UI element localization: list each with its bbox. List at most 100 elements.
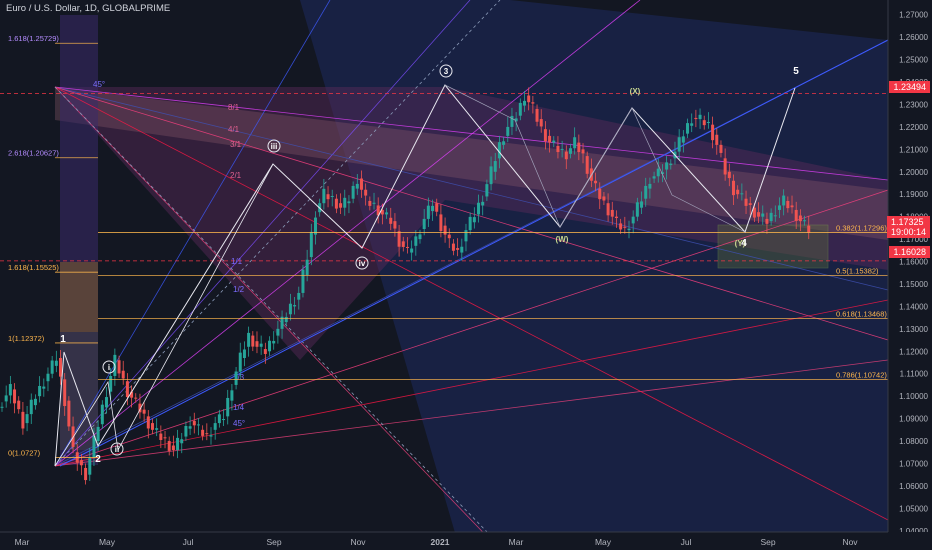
y-tick-label: 1.22000 xyxy=(899,123,928,132)
candle xyxy=(556,145,560,153)
gann-fan-line-down xyxy=(54,86,889,341)
candle xyxy=(757,212,761,217)
candle xyxy=(138,403,142,413)
candle xyxy=(272,340,276,344)
candle xyxy=(117,360,121,374)
candle xyxy=(585,156,589,174)
candle xyxy=(167,441,171,451)
candle xyxy=(627,228,631,231)
candle xyxy=(577,142,581,153)
gann-fan-line-down xyxy=(54,86,889,521)
candle xyxy=(560,148,564,150)
candle xyxy=(29,399,33,415)
x-tick-label: May xyxy=(99,537,116,547)
y-tick-label: 1.13000 xyxy=(899,325,928,334)
candle xyxy=(506,126,510,136)
candle xyxy=(376,205,380,216)
candle xyxy=(359,178,363,190)
wave-label: 2 xyxy=(95,454,101,465)
candle xyxy=(690,123,694,126)
candle xyxy=(54,360,58,366)
candle xyxy=(803,220,807,222)
diagonal-dashed-down xyxy=(54,86,491,536)
candle xyxy=(184,426,188,437)
blue-trendline xyxy=(59,39,889,467)
gann-fan-line xyxy=(54,299,889,467)
candle xyxy=(105,397,108,408)
candle xyxy=(242,349,246,359)
candle xyxy=(247,332,251,347)
candle xyxy=(393,221,397,229)
wave-label: i xyxy=(108,363,110,372)
candle xyxy=(535,108,539,122)
candle xyxy=(130,391,134,398)
candle xyxy=(794,209,798,221)
candle xyxy=(665,162,669,170)
wave-label: 3 xyxy=(444,67,449,76)
candle xyxy=(752,207,756,218)
gann-label: 1/3 xyxy=(233,373,245,382)
candle xyxy=(681,136,685,143)
gann-fan-line xyxy=(54,189,889,467)
candle xyxy=(765,218,769,224)
x-tick-label: Sep xyxy=(266,537,281,547)
candle xyxy=(305,259,309,275)
y-tick-label: 1.23000 xyxy=(899,100,928,109)
candle xyxy=(92,435,96,458)
candle xyxy=(201,429,205,436)
candle xyxy=(146,416,150,429)
x-tick-label: May xyxy=(595,537,612,547)
candle xyxy=(309,231,313,258)
wave-label-circle xyxy=(110,442,124,456)
candle xyxy=(543,129,547,142)
candle xyxy=(280,316,284,329)
candle xyxy=(652,176,656,179)
gann-label: 2/1 xyxy=(230,171,242,180)
candle xyxy=(773,215,777,217)
x-tick-label: Sep xyxy=(760,537,775,547)
gann-label: 8/1 xyxy=(228,103,240,112)
y-tick-label: 1.10000 xyxy=(899,392,928,401)
wave-label: ii xyxy=(115,445,119,454)
y-tick-label: 1.16000 xyxy=(899,258,928,267)
candle xyxy=(397,231,401,247)
candle xyxy=(79,460,83,466)
candle xyxy=(644,185,648,199)
candle xyxy=(698,114,702,120)
candle xyxy=(706,121,710,123)
candle xyxy=(339,203,343,208)
candle xyxy=(472,217,476,223)
wave-label: (Y) xyxy=(735,239,746,248)
candle xyxy=(351,185,355,199)
fib-label: 0.5(1.15382) xyxy=(836,266,879,275)
x-tick-label: Mar xyxy=(509,537,524,547)
current-price: 1.17325 xyxy=(890,217,924,227)
gann-fan-line-down xyxy=(54,86,889,291)
candle xyxy=(401,241,405,247)
symbol-header: Euro / U.S. Dollar, 1D, GLOBALPRIME xyxy=(6,3,171,14)
y-tick-label: 1.26000 xyxy=(899,33,928,42)
candle xyxy=(531,102,535,104)
candle xyxy=(389,217,393,224)
fib-label: 0.382(1.17296) xyxy=(836,223,887,232)
wave-label: 5 xyxy=(793,66,799,77)
y-tick-label: 1.20000 xyxy=(899,168,928,177)
candle xyxy=(25,414,29,424)
candle xyxy=(464,230,468,242)
candle xyxy=(284,316,288,323)
candle xyxy=(456,248,460,250)
candle xyxy=(276,328,280,336)
gann-label: 4/1 xyxy=(228,125,240,134)
candles-layer xyxy=(0,87,811,485)
wave-label: (W) xyxy=(556,235,569,244)
fib-label: 1(1.12372) xyxy=(8,334,45,343)
candle xyxy=(786,200,790,209)
candle xyxy=(410,248,414,253)
candle xyxy=(84,467,88,481)
fib-label: 1.618(1.15525) xyxy=(8,263,59,272)
candle xyxy=(59,358,63,377)
candle xyxy=(180,439,184,444)
candle xyxy=(150,423,154,430)
